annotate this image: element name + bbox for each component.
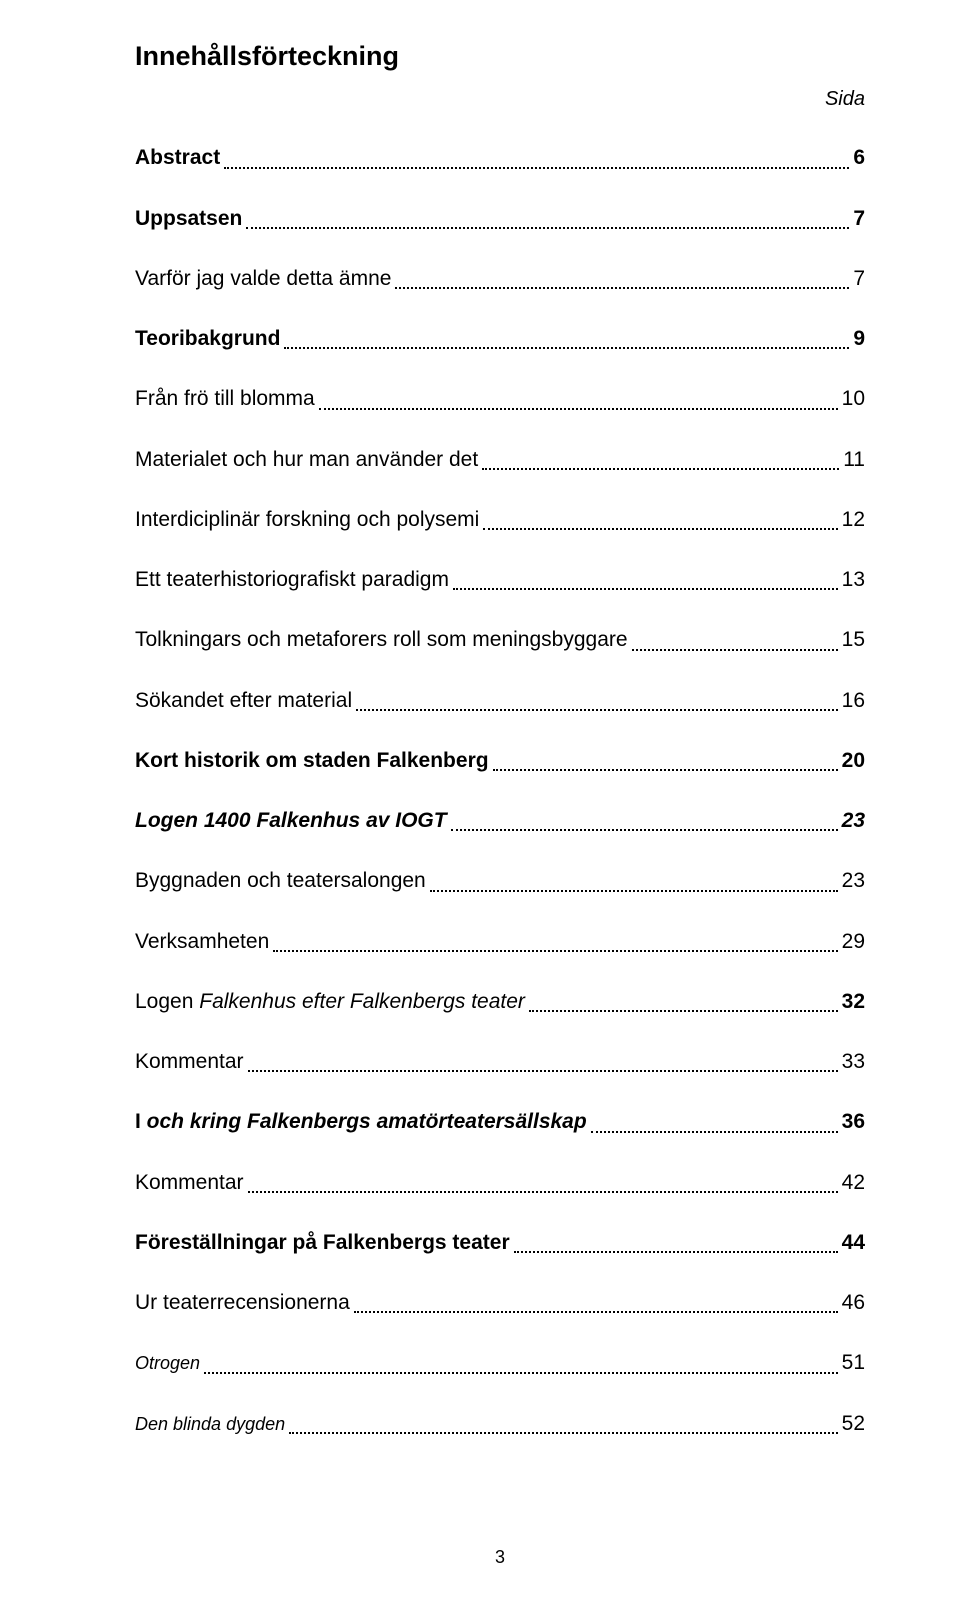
- toc-page: 32: [842, 989, 865, 1015]
- toc-label: Sökandet efter material: [135, 688, 352, 714]
- toc-row: Ur teaterrecensionerna 46: [135, 1290, 865, 1316]
- toc-row: Otrogen 51: [135, 1350, 865, 1376]
- toc-label: Interdiciplinär forskning och polysemi: [135, 507, 479, 533]
- toc-leader: [354, 1300, 838, 1313]
- toc-row: Teoribakgrund 9: [135, 326, 865, 352]
- toc-row: Ett teaterhistoriografiskt paradigm 13: [135, 567, 865, 593]
- toc-label: Tolkningars och metaforers roll som meni…: [135, 627, 628, 653]
- toc-label: Kommentar: [135, 1170, 244, 1196]
- toc-page: 52: [842, 1411, 865, 1437]
- toc-page: 6: [853, 145, 865, 171]
- toc-leader: [529, 999, 838, 1012]
- toc-label: Materialet och hur man använder det: [135, 447, 478, 473]
- toc-leader: [591, 1119, 838, 1132]
- toc-label: Föreställningar på Falkenbergs teater: [135, 1230, 510, 1256]
- toc-leader: [356, 698, 838, 711]
- toc-page: 42: [842, 1170, 865, 1196]
- page-number: 3: [135, 1547, 865, 1568]
- toc-row: Tolkningars och metaforers roll som meni…: [135, 627, 865, 653]
- toc-leader: [451, 818, 838, 831]
- toc-leader: [204, 1360, 838, 1373]
- toc-label: Från frö till blomma: [135, 386, 315, 412]
- toc-row: Logen 1400 Falkenhus av IOGT 23: [135, 808, 865, 834]
- toc-page: 12: [842, 507, 865, 533]
- toc-label: Kommentar: [135, 1049, 244, 1075]
- toc-leader: [224, 155, 849, 168]
- toc-leader: [482, 457, 839, 470]
- toc-label: Abstract: [135, 145, 220, 171]
- toc-leader: [483, 517, 837, 530]
- toc-page: 20: [842, 748, 865, 774]
- toc-leader: [246, 216, 849, 229]
- sida-label: Sida: [135, 88, 865, 111]
- toc-page: 29: [842, 929, 865, 955]
- toc-list: Abstract6Uppsatsen7Varför jag valde dett…: [135, 145, 865, 1437]
- toc-row: Kommentar 33: [135, 1049, 865, 1075]
- toc-page: 11: [843, 447, 865, 473]
- toc-leader: [284, 336, 849, 349]
- toc-row: Logen Falkenhus efter Falkenbergs teater…: [135, 989, 865, 1015]
- toc-page: 44: [842, 1230, 865, 1256]
- toc-leader: [453, 577, 838, 590]
- toc-leader: [248, 1180, 838, 1193]
- toc-row: I och kring Falkenbergs amatörteatersäll…: [135, 1109, 865, 1135]
- toc-page: 16: [842, 688, 865, 714]
- toc-page: 13: [842, 567, 865, 593]
- toc-label: Teoribakgrund: [135, 326, 280, 352]
- toc-row: Byggnaden och teatersalongen 23: [135, 868, 865, 894]
- toc-row: Kort historik om staden Falkenberg 20: [135, 748, 865, 774]
- toc-row: Materialet och hur man använder det 11: [135, 447, 865, 473]
- toc-leader: [273, 939, 837, 952]
- toc-page: 33: [842, 1049, 865, 1075]
- toc-page: 23: [842, 808, 865, 834]
- toc-label: Otrogen: [135, 1352, 200, 1375]
- toc-page: 36: [842, 1109, 865, 1135]
- toc-row: Sökandet efter material 16: [135, 688, 865, 714]
- toc-page: 46: [842, 1290, 865, 1316]
- toc-row: Kommentar 42: [135, 1170, 865, 1196]
- toc-title: Innehållsförteckning: [135, 40, 865, 72]
- toc-label: Logen 1400 Falkenhus av IOGT: [135, 808, 447, 834]
- toc-label: Ur teaterrecensionerna: [135, 1290, 350, 1316]
- toc-page: 15: [842, 627, 865, 653]
- toc-leader: [430, 878, 838, 891]
- toc-leader: [248, 1059, 838, 1072]
- toc-page: 10: [842, 386, 865, 412]
- toc-page: 51: [842, 1350, 865, 1376]
- toc-label: Ett teaterhistoriografiskt paradigm: [135, 567, 449, 593]
- toc-label: Logen Falkenhus efter Falkenbergs teater: [135, 989, 525, 1015]
- toc-row: Interdiciplinär forskning och polysemi 12: [135, 507, 865, 533]
- toc-label: Kort historik om staden Falkenberg: [135, 748, 489, 774]
- toc-leader: [289, 1421, 838, 1434]
- toc-page: 7: [853, 206, 865, 232]
- toc-leader: [395, 276, 849, 289]
- toc-page: 7: [853, 266, 865, 292]
- toc-label: Byggnaden och teatersalongen: [135, 868, 426, 894]
- toc-row: Föreställningar på Falkenbergs teater 44: [135, 1230, 865, 1256]
- toc-label: Verksamheten: [135, 929, 269, 955]
- toc-row: Verksamheten 29: [135, 929, 865, 955]
- toc-label: Varför jag valde detta ämne: [135, 266, 391, 292]
- toc-row: Uppsatsen 7: [135, 206, 865, 232]
- toc-row: Från frö till blomma 10: [135, 386, 865, 412]
- toc-row: Abstract 6: [135, 145, 865, 171]
- toc-row: Den blinda dygden 52: [135, 1411, 865, 1437]
- toc-label: Uppsatsen: [135, 206, 242, 232]
- toc-page: 9: [853, 326, 865, 352]
- toc-row: Varför jag valde detta ämne 7: [135, 266, 865, 292]
- toc-leader: [493, 758, 838, 771]
- toc-label: I och kring Falkenbergs amatörteatersäll…: [135, 1109, 587, 1135]
- toc-label: Den blinda dygden: [135, 1413, 285, 1436]
- toc-page: 23: [842, 868, 865, 894]
- toc-leader: [319, 396, 838, 409]
- toc-leader: [632, 637, 838, 650]
- toc-leader: [514, 1240, 838, 1253]
